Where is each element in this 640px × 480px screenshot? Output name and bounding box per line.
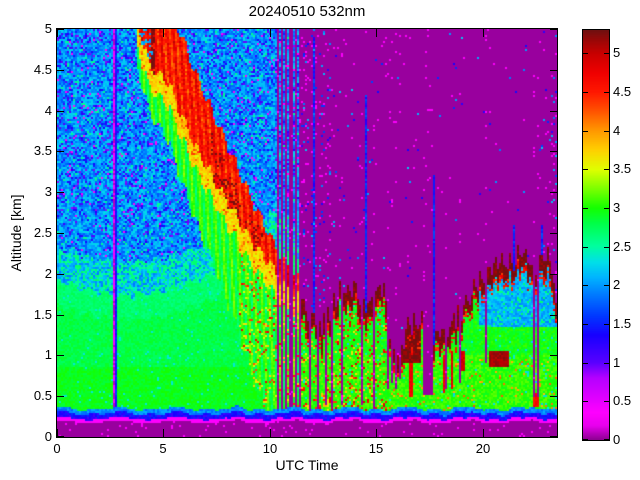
plot-title: 20240510 532nm <box>248 3 366 20</box>
y-tick-mark <box>57 436 64 437</box>
x-tick-mark <box>163 29 164 37</box>
colorbar-tick-label: 0 <box>613 432 621 447</box>
colorbar-tick-label: 4 <box>613 123 621 138</box>
colorbar-tick-mark <box>583 247 588 248</box>
y-tick-label: 4.5 <box>33 62 52 77</box>
x-tick-label: 0 <box>53 441 61 456</box>
colorbar-tick-mark <box>583 53 588 54</box>
y-tick-mark <box>57 355 64 356</box>
x-tick-label: 15 <box>368 441 384 456</box>
x-tick-mark <box>483 29 484 37</box>
colorbar-tick-label: 1 <box>613 355 621 370</box>
colorbar-tick-label: 4.5 <box>613 84 632 99</box>
y-tick-label: 4 <box>44 103 52 118</box>
colorbar-tick-mark <box>583 401 588 402</box>
y-tick-mark <box>550 151 557 152</box>
y-tick-mark <box>550 315 557 316</box>
colorbar-tick-label: 3.5 <box>613 161 632 176</box>
x-tick-mark <box>57 29 58 37</box>
colorbar-tick-mark <box>604 131 609 132</box>
x-tick-mark <box>270 29 271 37</box>
y-tick-mark <box>57 396 64 397</box>
colorbar-tick-label: 2.5 <box>613 239 632 254</box>
colorbar-canvas <box>583 30 609 440</box>
colorbar-tick-mark <box>604 285 609 286</box>
y-tick-label: 0 <box>44 429 52 444</box>
colorbar-tick-mark <box>604 363 609 364</box>
plot-area <box>56 28 558 438</box>
y-tick-mark <box>550 274 557 275</box>
colorbar-tick-mark <box>604 92 609 93</box>
heatmap-canvas <box>57 29 557 437</box>
y-tick-mark <box>57 111 64 112</box>
y-tick-label: 1 <box>44 347 52 362</box>
colorbar-tick-mark <box>583 169 588 170</box>
y-tick-mark <box>550 436 557 437</box>
x-tick-mark <box>270 429 271 437</box>
colorbar-tick-mark <box>583 208 588 209</box>
y-tick-label: 1.5 <box>33 307 52 322</box>
y-tick-mark <box>57 233 64 234</box>
colorbar-tick-mark <box>604 208 609 209</box>
colorbar-tick-mark <box>583 131 588 132</box>
y-tick-mark <box>550 111 557 112</box>
x-tick-label: 10 <box>262 441 278 456</box>
y-tick-label: 2 <box>44 266 52 281</box>
y-tick-mark <box>57 192 64 193</box>
colorbar-tick-label: 5 <box>613 45 621 60</box>
colorbar-tick-mark <box>583 363 588 364</box>
colorbar-tick-mark <box>583 285 588 286</box>
y-tick-mark <box>57 29 64 30</box>
colorbar-tick-mark <box>604 439 609 440</box>
y-tick-label: 0.5 <box>33 388 52 403</box>
colorbar-tick-label: 2 <box>613 277 621 292</box>
x-tick-mark <box>376 29 377 37</box>
x-tick-mark <box>163 429 164 437</box>
y-tick-label: 2.5 <box>33 225 52 240</box>
colorbar-tick-mark <box>604 247 609 248</box>
colorbar-tick-label: 3 <box>613 200 621 215</box>
colorbar-tick-mark <box>583 324 588 325</box>
colorbar-tick-mark <box>604 53 609 54</box>
y-tick-mark <box>550 233 557 234</box>
x-tick-label: 5 <box>159 441 167 456</box>
colorbar-tick-mark <box>583 92 588 93</box>
x-axis-label: UTC Time <box>275 457 339 473</box>
y-tick-mark <box>550 192 557 193</box>
y-tick-mark <box>550 355 557 356</box>
y-tick-label: 3.5 <box>33 143 52 158</box>
y-tick-mark <box>57 274 64 275</box>
y-tick-mark <box>550 29 557 30</box>
colorbar-tick-label: 1.5 <box>613 316 632 331</box>
x-tick-mark <box>376 429 377 437</box>
y-tick-mark <box>57 151 64 152</box>
colorbar-tick-mark <box>604 401 609 402</box>
y-tick-label: 3 <box>44 184 52 199</box>
x-tick-mark <box>483 429 484 437</box>
y-tick-mark <box>57 315 64 316</box>
colorbar-tick-mark <box>604 169 609 170</box>
y-tick-label: 5 <box>44 21 52 36</box>
colorbar-tick-mark <box>583 439 588 440</box>
y-tick-mark <box>57 70 64 71</box>
x-tick-mark <box>57 429 58 437</box>
x-tick-label: 20 <box>475 441 491 456</box>
y-tick-mark <box>550 396 557 397</box>
colorbar <box>582 29 610 441</box>
y-tick-mark <box>550 70 557 71</box>
colorbar-tick-mark <box>604 324 609 325</box>
colorbar-tick-label: 0.5 <box>613 393 632 408</box>
